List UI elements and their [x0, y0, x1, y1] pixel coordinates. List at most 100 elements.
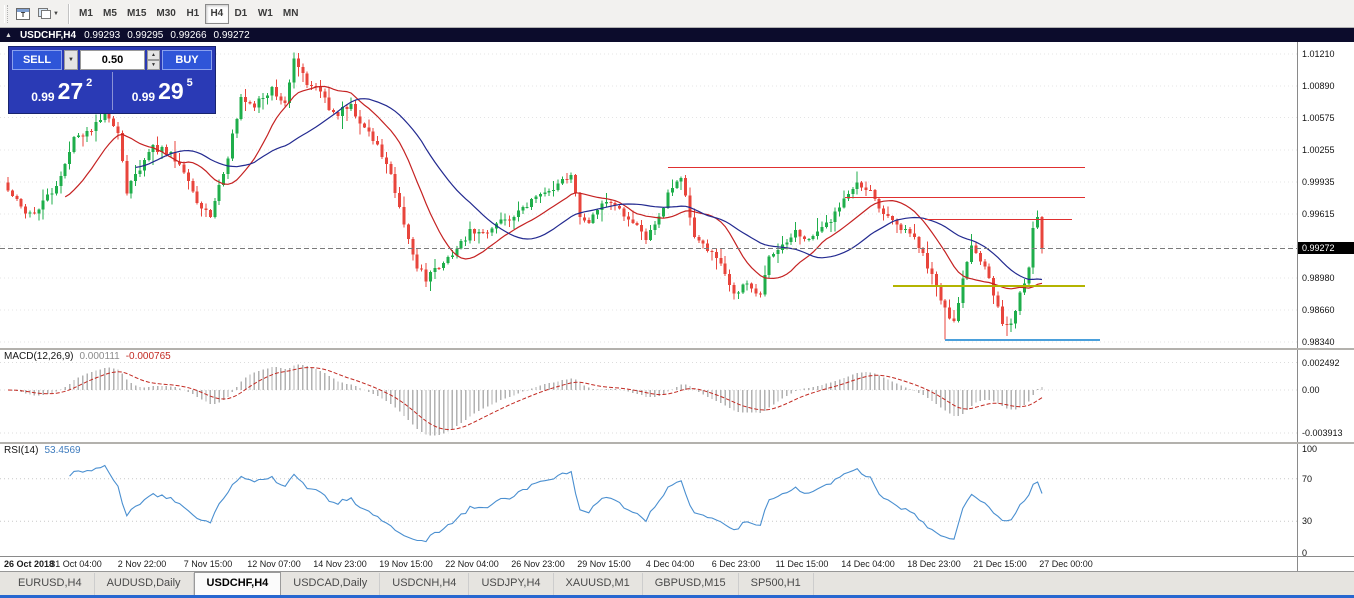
- time-axis-label: 11 Dec 15:00: [775, 559, 829, 569]
- volume-dropdown-button[interactable]: ▼: [64, 50, 78, 70]
- rsi-scale-label: 0: [1302, 548, 1308, 556]
- time-axis-label: 29 Nov 15:00: [577, 559, 631, 569]
- macd-scale-label: 0.00: [1302, 384, 1320, 395]
- ohlc-close: 0.99272: [213, 29, 250, 41]
- time-axis[interactable]: 26 Oct 2018 31 Oct 04:00 2 Nov 22:00 7 Nov …: [0, 557, 1297, 571]
- axis-separator: [0, 556, 1354, 557]
- tab-xauusd-m1[interactable]: XAUUSD,M1: [554, 573, 643, 595]
- rsi-panel[interactable]: RSI(14) 53.4569: [0, 444, 1297, 556]
- time-axis-label: 12 Nov 07:00: [247, 559, 301, 569]
- price-scale[interactable]: 1.01210 1.00890 1.00575 1.00255 0.99935 0.996…: [1297, 42, 1354, 348]
- toolbar-separator: [67, 3, 69, 24]
- price-scale-label: 0.99615: [1302, 209, 1335, 220]
- timeframe-group: M1 M5 M15 M30 H1 H4 D1 W1 MN: [74, 3, 303, 24]
- ohlc-low: 0.99266: [170, 29, 207, 41]
- macd-panel[interactable]: MACD(12,26,9) 0.000111 -0.000765: [0, 350, 1297, 442]
- scale-corner: [1297, 557, 1354, 571]
- macd-scale[interactable]: 0.002492 0.00 -0.003913: [1297, 350, 1354, 442]
- rsi-indicator-label: RSI(14) 53.4569: [4, 445, 81, 456]
- time-axis-label: 19 Nov 15:00: [379, 559, 433, 569]
- time-axis-label: 2 Nov 22:00: [117, 559, 167, 569]
- buy-button[interactable]: BUY: [162, 50, 212, 70]
- price-scale-label: 1.01210: [1302, 49, 1335, 59]
- spinner-down-icon: ▼: [147, 60, 160, 70]
- toolbar: T ▼ M1 M5 M15 M30 H1 H4 D1 W1 MN: [0, 0, 1354, 28]
- time-axis-label: 6 Dec 23:00: [711, 559, 761, 569]
- tab-eurusd-h4[interactable]: EURUSD,H4: [6, 573, 95, 595]
- ohlc-open: 0.99293: [84, 29, 121, 41]
- time-axis-label: 14 Dec 04:00: [841, 559, 895, 569]
- spinner-up-icon: ▲: [147, 50, 160, 60]
- chart-title-bar: ▲ USDCHF,H4 0.99293 0.99295 0.99266 0.99…: [0, 28, 1354, 42]
- timeframe-m15[interactable]: M15: [126, 8, 147, 19]
- price-chart[interactable]: SELL ▼ ▲ ▼ BUY 0.99 27 2: [0, 42, 1297, 348]
- timeframe-h1[interactable]: H1: [186, 8, 200, 19]
- sell-price-display[interactable]: 0.99 27 2: [12, 72, 113, 110]
- price-scale-label: 1.00575: [1302, 112, 1335, 123]
- buy-price-point: 5: [186, 77, 193, 89]
- timeframe-mn[interactable]: MN: [282, 8, 299, 19]
- rsi-scale[interactable]: 100 70 30 0: [1297, 444, 1354, 556]
- up-triangle-icon: ▲: [5, 31, 12, 39]
- timeframe-m1[interactable]: M1: [79, 8, 93, 19]
- rsi-scale-label: 30: [1302, 516, 1313, 527]
- timeframe-m5[interactable]: M5: [103, 8, 117, 19]
- time-axis-label: 26 Nov 23:00: [511, 559, 565, 569]
- time-axis-label: 31 Oct 04:00: [50, 559, 102, 569]
- time-axis-label: 26 Oct 2018: [4, 559, 55, 569]
- time-axis-label: 21 Dec 15:00: [973, 559, 1027, 569]
- ohlc-high: 0.99295: [127, 29, 164, 41]
- tab-usdcnh-h4[interactable]: USDCNH,H4: [380, 573, 470, 595]
- tab-usdchf-h4[interactable]: USDCHF,H4: [193, 572, 282, 595]
- macd-signal-value: -0.000765: [125, 351, 171, 362]
- timeframe-h4[interactable]: H4: [204, 3, 229, 24]
- panel-splitter[interactable]: [0, 348, 1354, 350]
- chart-symbol-period: USDCHF,H4: [19, 29, 77, 41]
- layers-icon: [38, 8, 51, 19]
- chart-tabs-bar: EURUSD,H4 AUDUSD,Daily USDCHF,H4 USDCAD,Dai…: [0, 571, 1354, 595]
- toolbar-grip[interactable]: [4, 4, 8, 23]
- sell-price-point: 2: [86, 77, 93, 89]
- ohlc-values: 0.99293 0.99295 0.99266 0.99272: [84, 30, 250, 41]
- rsi-scale-label: 100: [1302, 444, 1318, 454]
- tab-sp500-h1[interactable]: SP500,H1: [739, 573, 814, 595]
- tab-usdjpy-h4[interactable]: USDJPY,H4: [469, 573, 554, 595]
- sell-button[interactable]: SELL: [12, 50, 62, 70]
- price-scale-label: 0.98660: [1302, 304, 1335, 315]
- price-scale-label: 0.99935: [1302, 176, 1335, 187]
- one-click-trading-widget: SELL ▼ ▲ ▼ BUY 0.99 27 2: [8, 46, 216, 114]
- macd-scale-label: 0.002492: [1302, 357, 1340, 368]
- chevron-down-icon: ▼: [68, 57, 74, 63]
- price-scale-label: 0.98340: [1302, 337, 1335, 347]
- volume-spinner[interactable]: ▲ ▼: [147, 50, 160, 70]
- macd-indicator-label: MACD(12,26,9) 0.000111 -0.000765: [4, 351, 171, 362]
- bid-price-badge: 0.99272: [1298, 242, 1354, 255]
- macd-scale-label: -0.003913: [1302, 427, 1343, 438]
- timeframe-d1[interactable]: D1: [234, 8, 248, 19]
- time-axis-label: 7 Nov 15:00: [183, 559, 233, 569]
- volume-input[interactable]: [80, 50, 145, 70]
- tab-audusd-daily[interactable]: AUDUSD,Daily: [95, 573, 194, 595]
- rsi-value: 53.4569: [44, 445, 81, 456]
- chevron-down-icon: ▼: [53, 10, 59, 17]
- rsi-scale-label: 70: [1302, 473, 1313, 484]
- rsi-name: RSI(14): [4, 445, 39, 456]
- chart-window-icon: T: [16, 7, 30, 20]
- chart-window-button[interactable]: T: [12, 3, 34, 24]
- tab-usdcad-daily[interactable]: USDCAD,Daily: [281, 573, 381, 595]
- buy-price-display[interactable]: 0.99 29 5: [113, 72, 213, 110]
- window-bottom-edge: [0, 595, 1354, 598]
- time-axis-label: 14 Nov 23:00: [313, 559, 367, 569]
- macd-name: MACD(12,26,9): [4, 351, 74, 362]
- sell-price-figure: 0.99: [31, 90, 55, 104]
- price-scale-label: 0.98980: [1302, 272, 1335, 283]
- tab-gbpusd-m15[interactable]: GBPUSD,M15: [643, 573, 739, 595]
- panel-splitter[interactable]: [0, 442, 1354, 444]
- buy-price-figure: 0.99: [131, 90, 156, 104]
- chart-profile-button[interactable]: ▼: [34, 3, 63, 24]
- timeframe-w1[interactable]: W1: [257, 8, 273, 19]
- time-axis-label: 22 Nov 04:00: [445, 559, 499, 569]
- timeframe-m30[interactable]: M30: [156, 8, 176, 19]
- price-scale-label: 1.00255: [1302, 144, 1335, 155]
